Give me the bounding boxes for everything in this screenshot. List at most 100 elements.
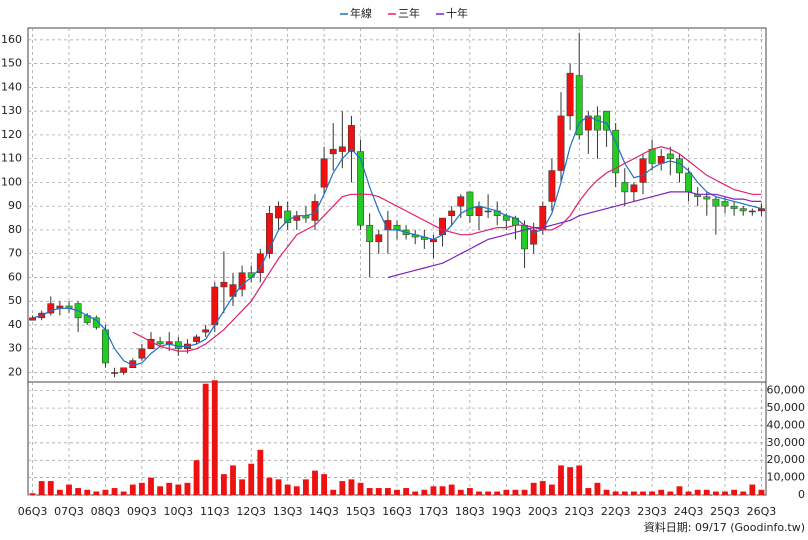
volume-bar (302, 479, 309, 495)
volume-bar (184, 482, 191, 495)
volume-bar (148, 477, 154, 495)
y-tick-label: 110 (1, 152, 22, 165)
candle-body (557, 115, 565, 171)
y2-tick-label: 60,000 (767, 384, 806, 397)
candle-body (29, 317, 36, 321)
volume-bar (29, 493, 36, 495)
ma-line (387, 191, 762, 279)
candle-body (375, 234, 383, 243)
legend-label: 十年 (446, 6, 468, 20)
y-tick-label: 100 (1, 175, 22, 188)
volume-bar (576, 465, 583, 495)
volume-bar (384, 488, 391, 495)
volume-bar (138, 482, 145, 495)
y-tick-label: 140 (1, 80, 22, 93)
volume-bar (667, 491, 674, 495)
x-tick-label: 13Q3 (273, 505, 303, 518)
volume-bar (129, 484, 136, 495)
x-tick-label: 25Q3 (710, 505, 740, 518)
x-tick-label: 24Q3 (674, 505, 704, 518)
candle-body (256, 253, 264, 273)
volume-bar (558, 465, 564, 495)
candle-body (156, 341, 164, 345)
volume-bar (412, 491, 419, 495)
ma-line (132, 146, 762, 352)
x-tick-label: 08Q3 (91, 505, 121, 518)
x-tick-label: 19Q3 (492, 505, 522, 518)
y-tick-label: 150 (1, 57, 22, 70)
x-tick-label: 09Q3 (127, 505, 157, 518)
y-tick-label: 30 (8, 342, 22, 355)
volume-bar (284, 484, 291, 495)
legend-label: 年線 (350, 6, 372, 20)
candle-body (266, 213, 273, 254)
volume-bar (275, 479, 282, 495)
x-tick-label: 21Q3 (564, 505, 594, 518)
candle-body (320, 158, 328, 188)
volume-bar (75, 488, 82, 495)
candle-body (594, 115, 601, 131)
x-tick-label: 10Q3 (164, 505, 194, 518)
volume-bar (293, 486, 300, 495)
candle-body (484, 210, 492, 213)
volume-bar (567, 467, 574, 495)
volume-bar (257, 449, 264, 495)
candle-body (220, 281, 228, 288)
volume-bar (439, 486, 446, 495)
x-tick-label: 23Q3 (637, 505, 667, 518)
ma-line (32, 115, 762, 367)
volume-bar (93, 491, 100, 495)
volume-bar (211, 380, 218, 495)
candle-body (92, 317, 100, 328)
volume-bar (230, 465, 236, 495)
volume-bar (56, 489, 63, 495)
volume-bar (66, 484, 72, 495)
candle-body (457, 196, 465, 207)
volume-bar (758, 489, 765, 495)
y-tick-label: 20 (8, 365, 22, 378)
x-tick-label: 14Q3 (309, 505, 339, 518)
volume-bar (111, 488, 118, 495)
volume-bar (685, 491, 692, 495)
y-tick-label: 160 (1, 33, 22, 46)
x-tick-label: 22Q3 (601, 505, 631, 518)
candle-body (193, 336, 200, 342)
x-tick-label: 26Q3 (747, 505, 777, 518)
volume-bar (476, 491, 482, 495)
x-tick-label: 16Q3 (382, 505, 412, 518)
y2-tick-label: 10,000 (767, 471, 806, 484)
candle-body (211, 286, 219, 326)
volume-bar (47, 481, 54, 495)
volume-bar (166, 482, 173, 495)
y-tick-label: 80 (8, 223, 22, 236)
volume-bar (38, 481, 45, 495)
candle-body (47, 303, 55, 314)
candle-body (348, 125, 355, 152)
candle-body (138, 348, 146, 359)
volume-bar (448, 484, 455, 495)
volume-bar (330, 489, 337, 495)
volume-bar (485, 491, 492, 495)
volume-bar (649, 491, 656, 495)
volume-bar (640, 491, 646, 495)
candle-body (612, 129, 620, 174)
volume-bar (248, 463, 255, 495)
volume-bar (366, 488, 373, 495)
y2-tick-label: 30,000 (767, 436, 806, 449)
volume-bar (266, 477, 273, 495)
candle-body (739, 208, 747, 212)
candle-body (639, 158, 647, 183)
y2-tick-label: 50,000 (767, 401, 806, 414)
volume-bar (749, 484, 756, 495)
y-tick-label: 60 (8, 270, 22, 283)
volume-bar (430, 486, 437, 495)
volume-bar (394, 489, 400, 495)
x-tick-label: 18Q3 (455, 505, 485, 518)
x-tick-label: 15Q3 (346, 505, 376, 518)
candle-body (147, 338, 155, 349)
candle-body (530, 229, 538, 245)
y2-tick-label: 40,000 (767, 418, 806, 431)
volume-bar (521, 489, 528, 495)
candle-body (357, 151, 364, 226)
